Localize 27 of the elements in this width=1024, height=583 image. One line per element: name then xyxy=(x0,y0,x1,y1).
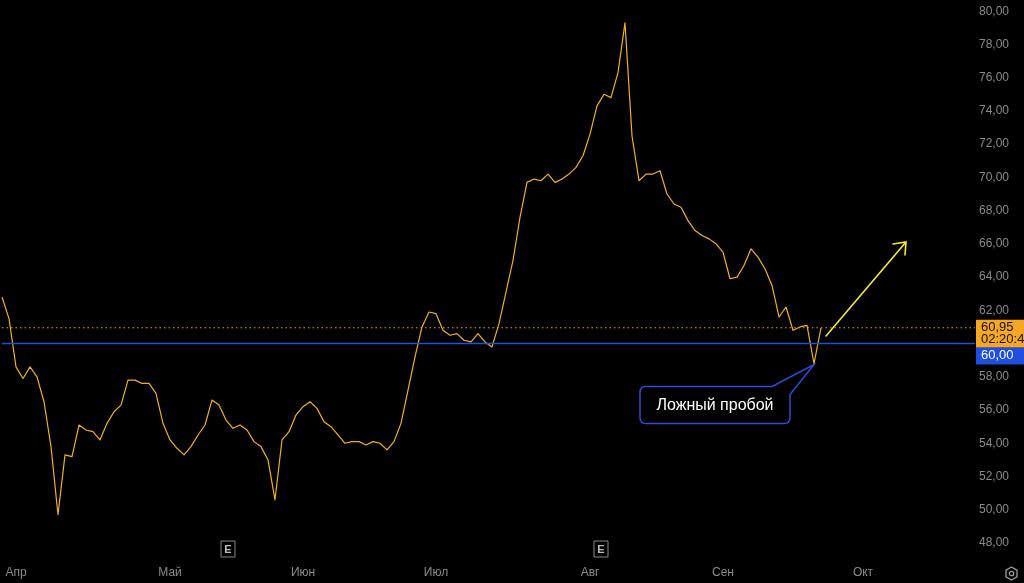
y-tick-label: 52,00 xyxy=(979,468,1010,483)
y-tick-label: 62,00 xyxy=(979,302,1010,317)
y-tick-label: 80,00 xyxy=(979,3,1010,18)
y-tick-label: 78,00 xyxy=(979,36,1010,51)
y-tick-label: 64,00 xyxy=(979,269,1010,284)
y-tick-label: 74,00 xyxy=(979,103,1010,118)
y-tick-label: 56,00 xyxy=(979,402,1010,417)
ref-line-label: 60,00 xyxy=(981,347,1014,363)
y-tick-label: 72,00 xyxy=(979,136,1010,151)
y-tick-label: 66,00 xyxy=(979,236,1010,251)
x-tick-label: Авг xyxy=(580,564,600,579)
y-tick-label: 58,00 xyxy=(979,369,1010,384)
y-tick-label: 68,00 xyxy=(979,202,1010,217)
x-tick-label: Май xyxy=(158,564,182,579)
y-tick-label: 48,00 xyxy=(979,535,1010,550)
y-tick-label: 50,00 xyxy=(979,502,1010,517)
y-tick-label: 54,00 xyxy=(979,435,1010,450)
annotation: Ложный пробой xyxy=(656,396,774,414)
text: E xyxy=(224,543,232,556)
y-tick-label: 70,00 xyxy=(979,169,1010,184)
x-tick-label: Сен xyxy=(712,564,734,579)
x-tick-label: Июл xyxy=(423,564,449,579)
x-tick-label: Июн xyxy=(290,564,316,579)
x-tick-label: Апр xyxy=(5,564,27,579)
x-tick-label: Окт xyxy=(852,564,874,579)
text: E xyxy=(597,543,605,556)
y-tick-label: 76,00 xyxy=(979,69,1010,84)
